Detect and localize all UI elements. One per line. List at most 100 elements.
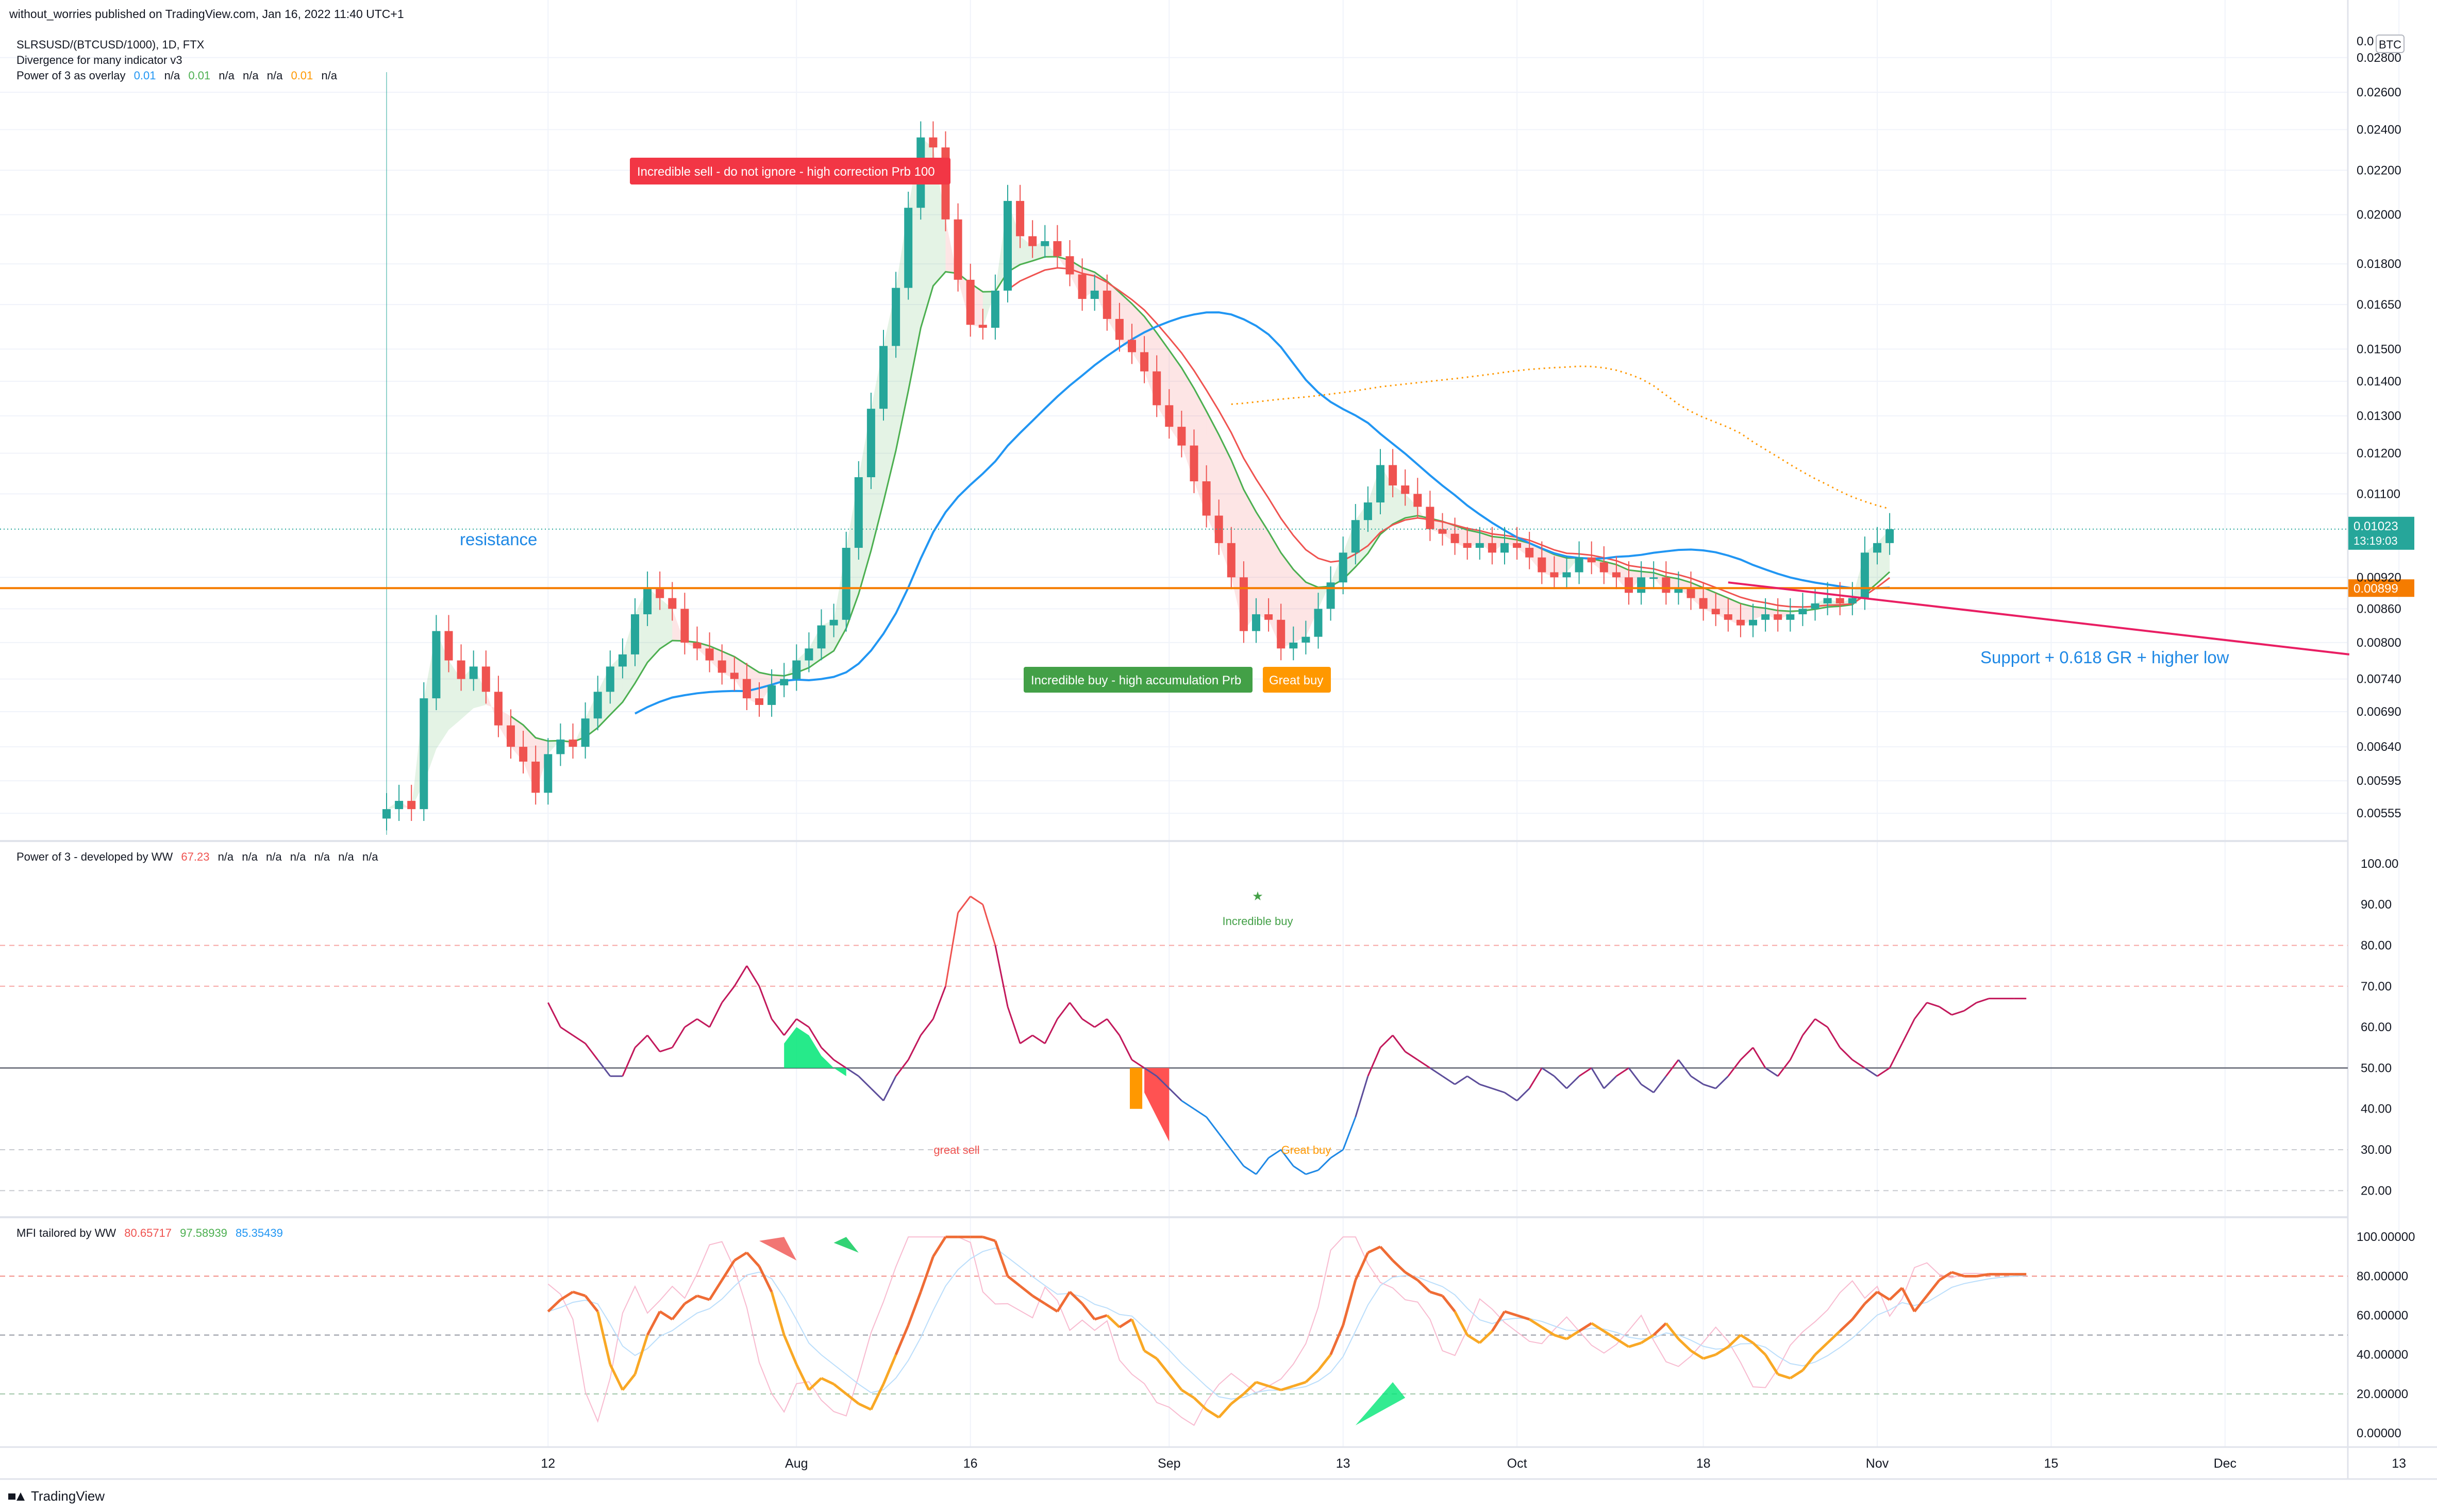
currency-badge	[2376, 35, 2405, 53]
mfi-line-segment	[1715, 1346, 1729, 1356]
power3-line-segment	[1802, 1018, 1816, 1036]
candle-body	[1028, 236, 1037, 246]
price-axis[interactable]: 0.02800 0.02600 0.02400 0.02200 0.02000 0.018…	[2357, 35, 2405, 820]
candle-body	[1724, 614, 1732, 620]
indicator-power3-overlay-name: Power of 3 as overlay	[16, 69, 126, 82]
power-of-3-pane[interactable]: 100.00 90.00 80.00 70.00 60.00 50.00 40.00 30.0…	[0, 857, 2398, 1198]
candle	[1264, 598, 1273, 632]
candle-body	[1823, 598, 1832, 603]
price-tick-label: 0.02400	[2357, 123, 2401, 137]
mfi-line-segment	[1256, 1381, 1269, 1387]
mfi-line-segment	[1665, 1322, 1680, 1340]
candle	[717, 644, 726, 685]
power3-line-segment	[1405, 1051, 1418, 1061]
mfi-line-segment	[1939, 1271, 1952, 1282]
candle	[1202, 465, 1211, 528]
power3-line-segment	[1554, 1076, 1567, 1089]
power3-pane-legend[interactable]: Power of 3 - developed by WW 67.23 n/a n…	[16, 850, 378, 864]
mfi-line-segment	[1106, 1314, 1121, 1329]
candle-body	[792, 660, 801, 679]
candle-body	[494, 692, 503, 726]
power3-line-segment	[1901, 1018, 1915, 1044]
candle	[631, 598, 639, 666]
mfi-line-segment	[982, 1235, 996, 1242]
mfi-line-segment	[596, 1311, 612, 1365]
cloud-segment	[759, 672, 772, 705]
candle-body	[892, 288, 900, 346]
support-label: Support + 0.618 GR + higher low	[1980, 648, 2229, 667]
mfi-line-segment	[907, 1291, 922, 1326]
candle	[1562, 556, 1571, 590]
candle	[1724, 598, 1732, 632]
power3-na: n/a	[290, 850, 306, 863]
overlay-value: n/a	[219, 69, 235, 82]
power3-line-segment	[882, 1076, 897, 1101]
candle-body	[1662, 577, 1671, 593]
mfi-line-segment	[1007, 1275, 1021, 1287]
candle	[569, 723, 577, 759]
candle	[680, 593, 689, 654]
candle-body	[1736, 619, 1745, 626]
candle-body	[829, 619, 838, 626]
overlay-value: 0.01	[188, 69, 211, 82]
time-tick-label: Dec	[2214, 1456, 2236, 1471]
candle-body	[1873, 543, 1881, 553]
mfi-line-segment	[1591, 1322, 1605, 1333]
mfi-pane-legend[interactable]: MFI tailored by WW 80.65717 97.58939 85.…	[16, 1227, 283, 1240]
power3-line-segment	[659, 1047, 673, 1053]
power3-line-segment	[1305, 1169, 1318, 1175]
tradingview-footer[interactable]: TradingView	[8, 1488, 105, 1504]
candle	[395, 784, 404, 821]
symbol-title[interactable]: SLRSUSD/(BTCUSD/1000), 1D, FTX	[16, 38, 205, 51]
candle-body	[569, 740, 577, 747]
indicator-power3-overlay[interactable]: Power of 3 as overlay 0.01 n/a 0.01 n/a …	[16, 69, 337, 82]
candle	[1389, 449, 1397, 497]
mfi-line-segment	[1926, 1279, 1941, 1297]
power3-tick-label: 70.00	[2361, 980, 2392, 994]
candle	[1599, 546, 1608, 584]
overlay-value: n/a	[321, 69, 337, 82]
mfi-line-segment	[1528, 1318, 1543, 1329]
mfi-line-segment	[547, 1299, 562, 1313]
power3-line-segment	[672, 1027, 686, 1048]
mfi-tick-label: 60.00000	[2357, 1309, 2408, 1323]
mfi-line-segment	[1690, 1349, 1704, 1360]
mfi-line-segment	[1839, 1318, 1854, 1332]
mfi-line-segment	[758, 1266, 773, 1292]
candle-body	[1376, 465, 1384, 503]
footer-brand: TradingView	[31, 1488, 105, 1504]
power3-line-segment	[1528, 1067, 1543, 1089]
mfi-pane[interactable]: 100.00000 80.00000 60.00000 40.00000 20.0000…	[0, 1230, 2415, 1440]
price-tick-label: 0.00740	[2357, 673, 2401, 686]
last-price-value: 0.01023	[2353, 519, 2398, 533]
candle-body	[631, 614, 639, 654]
power3-line-segment	[870, 1088, 884, 1101]
candle-body	[817, 625, 826, 649]
mfi-line-segment	[1491, 1311, 1506, 1332]
mfi-line-segment	[932, 1236, 947, 1257]
mfi-line-segment	[1504, 1310, 1517, 1317]
candle	[656, 572, 664, 610]
candle-body	[1090, 290, 1099, 299]
mfi-line-segment	[1578, 1322, 1593, 1333]
candlestick-series[interactable]	[382, 121, 1894, 831]
candle-body	[767, 685, 776, 705]
candle-body	[1649, 577, 1658, 579]
power3-line-segment	[585, 1043, 598, 1061]
power3-line-segment	[1466, 1076, 1480, 1085]
time-axis[interactable]: 12Aug16Sep13Oct18Nov15Dec13202217Feb14Ma…	[541, 1456, 2437, 1471]
price-tick-label: 0.02200	[2357, 163, 2401, 177]
publish-info: without_worries published on TradingView…	[9, 7, 404, 21]
candle	[606, 650, 614, 704]
candle	[842, 531, 850, 632]
indicator-divergence[interactable]: Divergence for many indicator v3	[16, 54, 182, 66]
price-tick-label: 0.02600	[2357, 86, 2401, 99]
power3-line-segment	[821, 1047, 834, 1061]
candle-body	[395, 801, 404, 810]
candle-body	[1587, 557, 1596, 563]
candle	[904, 192, 913, 300]
power3-na: n/a	[362, 850, 378, 863]
mfi-line-segment	[1193, 1397, 1208, 1411]
power3-line-segment	[1230, 1149, 1245, 1167]
